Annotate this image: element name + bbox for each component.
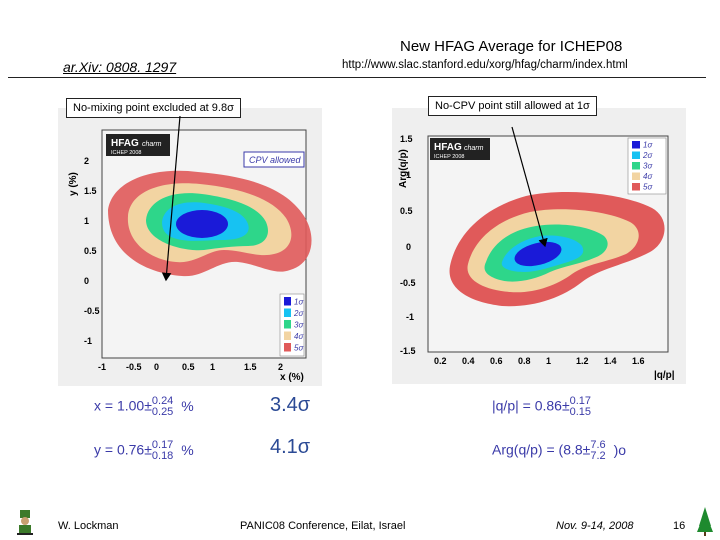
contour-1sigma (514, 241, 562, 267)
x-tick-label: 1.5 (244, 362, 257, 372)
qp-tick-label: 1.2 (576, 356, 589, 366)
y-tick-label: -1 (84, 336, 92, 346)
cpv-allowed-label: CPV allowed (243, 151, 305, 168)
legend-swatch-4sigma (284, 331, 291, 340)
qp-tick-label: 0.8 (518, 356, 531, 366)
x-tick-label: 2 (278, 362, 283, 372)
legend-label-1sigma: 1σ (643, 141, 653, 150)
y-tick-label: -0.5 (84, 306, 100, 316)
no-cpv-callout: No-CPV point still allowed at 1σ (428, 96, 597, 116)
y-tick-label: 0.5 (84, 246, 97, 256)
hfag-badge-right: HFAG charm ICHEP 2008 (430, 138, 490, 160)
legend-label-1sigma: 1σ (294, 298, 304, 307)
legend-swatch-3sigma (284, 320, 291, 329)
legend-label-5sigma: 5σ (294, 344, 304, 353)
y-tick-label: 1 (84, 216, 89, 226)
legend-swatch-1sigma (632, 141, 640, 149)
arg-result: Arg(q/p) = (8.8±7.6 7.2)o (492, 439, 627, 462)
legend-label-2sigma: 2σ (642, 151, 653, 160)
qp-tick-label: 0.2 (434, 356, 447, 366)
legend-label-3sigma: 3σ (643, 162, 653, 171)
footer-page-number: 16 (673, 520, 686, 532)
y-tick-label: 1.5 (84, 186, 97, 196)
qp-result: |q/p| = 0.86±0.17 0.15 (492, 395, 592, 418)
arg-tick-label: 0.5 (400, 206, 413, 216)
y-tick-label: 2 (84, 156, 89, 166)
legend-swatch-5sigma (632, 183, 640, 191)
arxiv-reference[interactable]: ar.Xiv: 0808. 1297 (63, 59, 177, 75)
y-tick-label: 0 (84, 276, 89, 286)
no-mixing-callout: No-mixing point excluded at 9.8σ (66, 98, 241, 118)
footer-author: W. Lockman (58, 520, 119, 532)
qp-tick-label: 1.4 (604, 356, 617, 366)
x-tick-label: 0.5 (182, 362, 195, 372)
qp-tick-label: 0.4 (462, 356, 475, 366)
svg-text:HFAG: HFAG (111, 138, 139, 149)
legend-label-3sigma: 3σ (294, 321, 304, 330)
left-plot-panel: HFAG charm ICHEP 2008 CPV allowed 1σ 2σ 3σ… (58, 108, 322, 386)
svg-text:charm: charm (142, 141, 162, 148)
y-result: y = 0.76±0.17 0.18 % (94, 439, 194, 462)
footer-date: Nov. 9-14, 2008 (556, 520, 634, 532)
arg-tick-label: -0.5 (400, 278, 416, 288)
svg-text:ICHEP 2008: ICHEP 2008 (111, 150, 141, 156)
slide-title: New HFAG Average for ICHEP08 (400, 38, 623, 55)
figure-logo-icon (17, 510, 33, 535)
svg-text:HFAG: HFAG (434, 142, 462, 153)
arg-tick-label: 1 (406, 170, 411, 180)
svg-text:CPV allowed: CPV allowed (249, 155, 302, 165)
x-result: x = 1.00±0.24 0.25 % (94, 395, 194, 418)
qp-tick-label: 1.6 (632, 356, 645, 366)
hfag-badge-left: HFAG charm ICHEP 2008 (106, 134, 170, 156)
arg-axis-label: Arg(q/p) (398, 149, 409, 188)
legend-swatch-2sigma (632, 151, 640, 159)
header-rule (8, 77, 706, 78)
x-axis-label: x (%) (280, 372, 304, 383)
footer-conference: PANIC08 Conference, Eilat, Israel (240, 520, 406, 532)
x-tick-label: -1 (98, 362, 106, 372)
tree-icon (697, 507, 713, 536)
xy-contour-plot: HFAG charm ICHEP 2008 CPV allowed 1σ 2σ 3σ… (68, 129, 312, 383)
right-plot-panel: HFAG charm ICHEP 2008 1σ 2σ 3σ 4σ 5σ 0.2 0.4 0… (392, 108, 686, 384)
arg-tick-label: 0 (406, 242, 411, 252)
legend-label-4sigma: 4σ (294, 332, 304, 341)
legend-swatch-1sigma (284, 297, 291, 306)
y-axis-label: y (%) (68, 172, 79, 196)
hfag-url[interactable]: http://www.slac.stanford.edu/xorg/hfag/c… (342, 59, 628, 71)
qp-axis-label: |q/p| (654, 370, 675, 381)
legend-label-4sigma: 4σ (643, 172, 653, 181)
x-significance: 3.4σ (270, 394, 311, 416)
qp-tick-label: 1 (546, 356, 551, 366)
legend-swatch-2sigma (284, 308, 291, 317)
qp-tick-label: 0.6 (490, 356, 503, 366)
arg-tick-label: 1.5 (400, 134, 413, 144)
y-significance: 4.1σ (270, 436, 311, 458)
contour-1sigma (176, 210, 228, 238)
arg-tick-label: -1 (406, 312, 414, 322)
legend-swatch-3sigma (632, 162, 640, 170)
svg-text:charm: charm (464, 145, 484, 152)
arg-tick-label: -1.5 (400, 346, 416, 356)
x-tick-label: 1 (210, 362, 215, 372)
legend-label-5sigma: 5σ (643, 183, 653, 192)
legend-label-2sigma: 2σ (293, 309, 304, 318)
legend-swatch-5sigma (284, 343, 291, 352)
left-legend: 1σ 2σ 3σ 4σ 5σ (279, 293, 304, 357)
x-tick-label: 0 (154, 362, 159, 372)
x-tick-label: -0.5 (126, 362, 142, 372)
legend-swatch-4sigma (632, 172, 640, 180)
svg-text:ICHEP 2008: ICHEP 2008 (434, 154, 464, 160)
